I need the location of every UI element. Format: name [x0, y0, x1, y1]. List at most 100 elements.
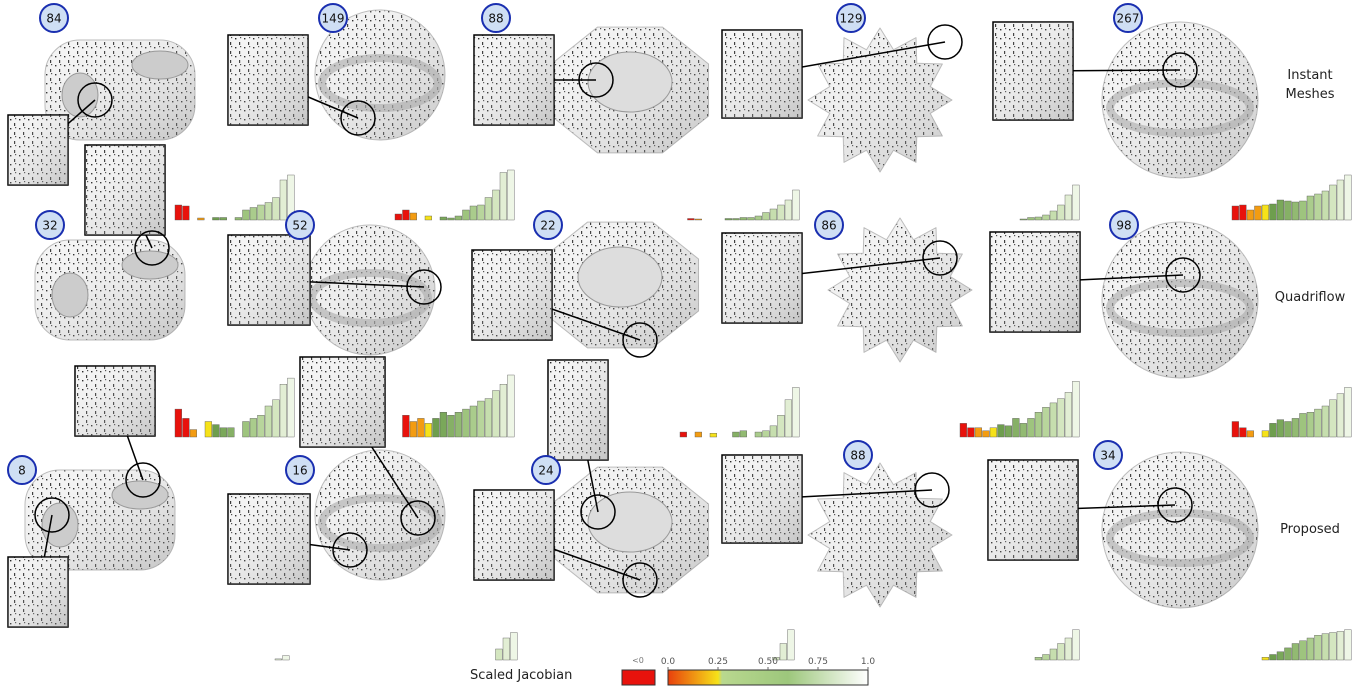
inset-shade: [85, 145, 165, 235]
histogram-bar: [1261, 430, 1269, 438]
histogram-bar: [272, 399, 280, 438]
histogram-bar: [1042, 407, 1050, 438]
histogram-bar: [967, 427, 975, 438]
histogram-bar: [469, 205, 477, 221]
histogram-bar: [274, 658, 282, 661]
legend-tick-label: 0.50: [758, 657, 778, 667]
zoom-circle: [622, 562, 658, 598]
histogram-bar: [1049, 402, 1057, 438]
histogram-bar: [174, 408, 182, 438]
histogram-bar: [402, 209, 410, 221]
histogram-bar: [1246, 209, 1254, 221]
count-badge: [1093, 440, 1123, 470]
histogram-bar: [1034, 657, 1042, 661]
legend-negative-label: <0: [632, 656, 644, 665]
count-label: 32: [42, 219, 57, 233]
histogram-bar: [1012, 418, 1020, 438]
histogram-bar: [1072, 381, 1080, 438]
count-label: 86: [821, 219, 836, 233]
histogram-bar: [769, 208, 777, 221]
histogram-bar: [1254, 205, 1262, 221]
histogram-bar: [502, 637, 510, 661]
histogram-bar: [424, 423, 432, 438]
histogram-bar: [477, 400, 485, 438]
mesh-band: [1106, 79, 1254, 137]
count-label: 52: [292, 219, 307, 233]
count-label: 24: [538, 464, 553, 478]
inset-shade: [474, 35, 554, 125]
histogram-bar: [1057, 398, 1065, 438]
inset-shade: [8, 557, 68, 627]
histogram-bar: [227, 427, 235, 438]
count-badge: [7, 455, 37, 485]
histogram-bar: [212, 217, 220, 221]
histogram-bar: [784, 399, 792, 438]
histogram-bar: [989, 427, 997, 438]
count-label: 98: [1116, 219, 1131, 233]
histogram-bar: [772, 657, 780, 661]
mesh-hole: [587, 51, 673, 113]
mesh-band: [308, 269, 432, 327]
histogram-bar: [432, 418, 440, 438]
histogram-bar: [462, 209, 470, 221]
histogram-bar: [1072, 184, 1080, 221]
histogram-bar: [762, 212, 770, 221]
inset-shade: [228, 494, 310, 584]
legend-tick-label: 0.25: [708, 657, 728, 667]
histogram-bar: [1329, 399, 1337, 438]
mesh-shade: [305, 225, 435, 355]
histogram-bar: [1049, 648, 1057, 661]
histogram-bar: [1284, 647, 1292, 661]
histogram-bar: [447, 415, 455, 438]
histogram-bar: [1284, 421, 1292, 438]
inset-shade: [990, 232, 1080, 332]
histogram-bar: [242, 209, 250, 221]
count-badge: [35, 210, 65, 240]
histogram-bar: [1034, 216, 1042, 221]
histogram-bar: [732, 431, 740, 438]
count-label: 84: [46, 12, 61, 26]
histogram-bar: [499, 172, 507, 221]
count-label: 34: [1100, 449, 1115, 463]
histogram-bar: [1064, 637, 1072, 661]
histogram-bar: [272, 197, 280, 221]
histogram-bar: [1291, 201, 1299, 221]
count-label: 149: [322, 12, 345, 26]
histogram-bar: [1291, 643, 1299, 661]
inset-shade: [548, 360, 608, 460]
histogram-bar: [1299, 640, 1307, 661]
inset-shade: [472, 250, 552, 340]
legend-tick-label: 0.75: [808, 657, 828, 667]
histogram-bar: [234, 217, 242, 221]
histogram-bar: [1034, 412, 1042, 438]
histogram-bar: [499, 384, 507, 438]
histogram-bar: [1269, 203, 1277, 221]
zoom-circle: [578, 62, 614, 98]
histogram-bar: [1004, 425, 1012, 438]
histogram-bar: [279, 179, 287, 221]
count-badge: [531, 455, 561, 485]
mesh-shade: [828, 218, 972, 362]
mesh-shade: [315, 450, 445, 580]
histogram-bar: [709, 433, 717, 438]
histogram-bar: [282, 655, 290, 661]
inset-shade: [474, 490, 554, 580]
histogram-bar: [1019, 218, 1027, 221]
histogram-bar: [754, 431, 762, 438]
zoom-circle: [77, 82, 113, 118]
histogram-bar: [1231, 421, 1239, 438]
histogram-bar: [754, 215, 762, 221]
histogram-bar: [694, 431, 702, 438]
histogram-bar: [1042, 214, 1050, 221]
histogram-bar: [1306, 412, 1314, 438]
histogram-bar: [484, 398, 492, 438]
count-label: 16: [292, 464, 307, 478]
zoom-circle: [580, 494, 616, 530]
histogram-bar: [409, 212, 417, 221]
zoom-circle: [1165, 257, 1201, 293]
histogram-bar: [1336, 393, 1344, 438]
count-badge: [481, 3, 511, 33]
mesh-band: [318, 494, 442, 552]
histogram-bar: [1064, 194, 1072, 221]
